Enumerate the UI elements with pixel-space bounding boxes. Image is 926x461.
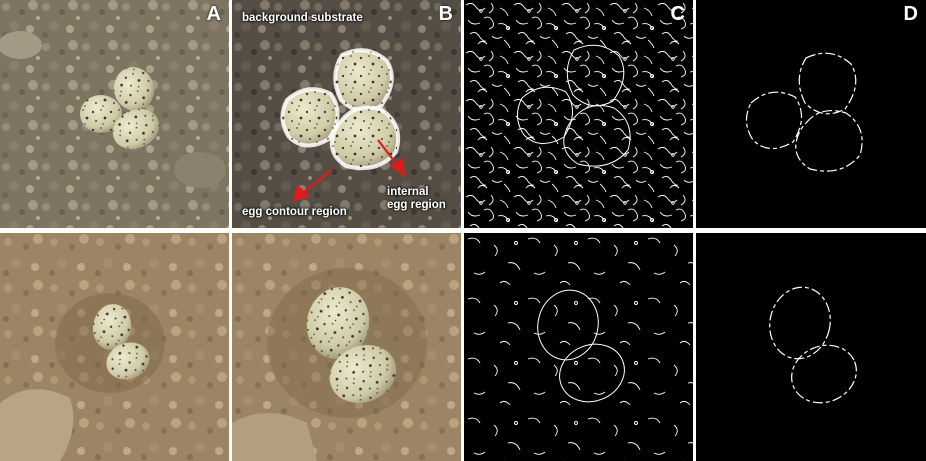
annotation-internal-line-2: egg region — [387, 199, 446, 211]
annotation-arrows — [292, 139, 406, 202]
panel-b-top-annotated: B background substrate egg contour regio… — [232, 0, 461, 228]
panel-d-top-contours: D — [696, 0, 926, 228]
egg-cluster-bottom-b — [306, 287, 397, 403]
panel-d-bottom-contours — [696, 233, 926, 461]
annotation-internal-line-1: internal — [387, 186, 429, 198]
panel-c-bottom-edges — [464, 233, 693, 461]
panel-label-a: A — [206, 3, 221, 25]
egg-cluster-bottom-a — [92, 304, 150, 380]
panel-label-b: B — [438, 3, 453, 25]
annotation-egg-contour-region: egg contour region — [242, 206, 347, 218]
egg-cluster-top-a — [80, 67, 160, 149]
egg-cluster-top-b — [280, 48, 401, 171]
panel-a-top-photo: A — [0, 0, 229, 228]
panel-b-bottom-photo — [232, 233, 461, 461]
annotation-background-substrate: background substrate — [242, 12, 363, 24]
panel-label-c: C — [670, 3, 685, 25]
panel-a-bottom-photo — [0, 233, 229, 461]
panel-label-d: D — [903, 3, 918, 25]
panel-c-top-edges: C — [464, 0, 693, 228]
